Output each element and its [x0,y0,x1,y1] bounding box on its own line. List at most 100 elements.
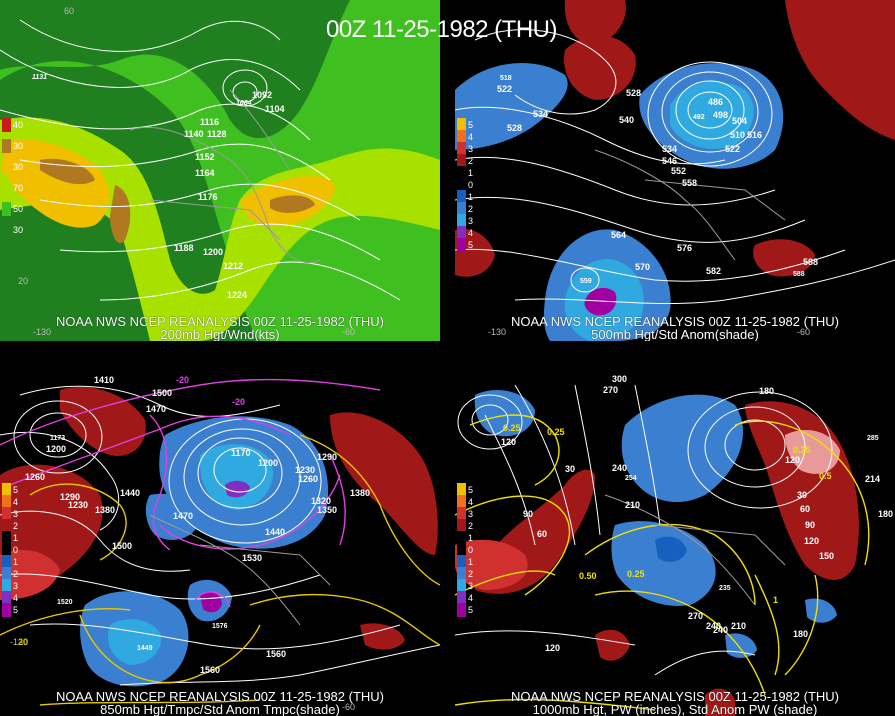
contour-label: 1176 [198,192,218,202]
contour-label: 582 [706,266,722,276]
contour-label: 504 [732,116,748,126]
axis-label: -130 [488,327,507,337]
contour-label: 60 [537,529,548,539]
contour-label: 1470 [146,404,167,414]
contour-label: -20 [176,375,190,385]
contour-label: 1320 [311,496,332,506]
contour-label: 1410 [94,375,115,385]
legend-swatch [457,495,466,509]
legend-label: 3 [13,509,19,519]
legend-label: 1 [468,168,474,178]
contour-label: 1084 [236,100,252,107]
legend-swatch [2,579,11,593]
legend-label: 40 [13,120,24,130]
contour-label: 1576 [212,623,228,630]
legend-label: 0 [468,180,474,190]
legend-label: 3 [468,509,474,519]
contour-label: 240 [713,625,729,635]
legend-label: 2 [468,156,474,166]
contour-label: 540 [619,115,635,125]
legend-swatch [2,181,11,195]
legend-label: 4 [13,593,19,603]
legend-label: 4 [13,497,19,507]
contour-label: 564 [611,230,627,240]
contour-label: 486 [708,97,724,107]
contour-label: 1164 [195,168,215,178]
contour-label: 120 [785,455,801,465]
contour-label: 1440 [120,488,141,498]
legend-label: 2 [468,204,474,214]
contour-label: 1116 [200,117,220,127]
legend-swatch [457,202,466,216]
contour-label: 528 [507,123,523,133]
map-500mb [455,0,895,341]
contour-label: 210 [755,375,770,377]
legend-label: 3 [468,216,474,226]
legend-label: 3 [13,581,19,591]
legend-label: 2 [13,569,19,579]
legend-swatch [2,495,11,509]
axis-label: -60 [342,702,356,712]
contour-label: 1200 [203,247,224,257]
panel-200mb: 40 30 30 70 50 30 1092 1104 1116 1128 11… [0,0,440,341]
legend-label: 3 [468,581,474,591]
contour-label: 1104 [265,104,285,114]
contour-label: 90 [805,520,816,530]
legend-label: 4 [468,497,474,507]
contour-label: 0.25 [627,569,645,579]
contour-label: 150 [819,551,835,561]
contour-label: 552 [671,166,687,176]
main-title: 00Z 11-25-1982 (THU) [326,16,557,43]
contour-label: 492 [693,114,705,121]
contour-label: 1560 [200,665,221,675]
map-200mb [0,0,440,341]
legend-swatch [457,507,466,521]
legend-swatch [457,567,466,581]
contour-label: 1131 [32,74,48,81]
legend-swatch [2,519,11,533]
panel-caption-line1: NOAA NWS NCEP REANALYSIS 00Z 11-25-1982 … [511,689,839,704]
legend-label: 3 [468,144,474,154]
legend-label: 1 [468,557,474,567]
legend-label: 70 [13,183,24,193]
contour-label: 1170 [231,448,251,458]
contour-label: 588 [793,271,805,278]
contour-label: 528 [626,88,642,98]
legend-swatch [2,202,11,216]
contour-label: 1092 [252,90,273,100]
contour-label: 1 [773,595,779,605]
contour-label: 559 [580,278,592,285]
contour-label: 1380 [95,505,116,515]
map-850mb [0,375,440,716]
legend-swatch [2,567,11,581]
legend-swatch [2,543,11,557]
contour-label: 270 [688,611,704,621]
panel-850mb: 5 4 3 2 1 0 1 2 3 4 5 1410 1470 1500 117… [0,375,440,716]
contour-label: 1290 [317,452,338,462]
legend-swatch [457,130,466,144]
legend-label: 5 [13,485,19,495]
contour-label: 240 [706,621,722,631]
contour-label: 1470 [173,511,194,521]
axis-label: -60 [342,327,356,337]
legend-swatch [2,483,11,497]
contour-label: 516 [747,130,763,140]
panel-1000mb: 5 4 3 2 1 0 1 2 3 4 5 300 270 210 150 18… [455,375,895,716]
legend-swatch [2,223,11,237]
legend-swatch [2,160,11,174]
contour-label: 1152 [195,152,215,162]
legend-label: 5 [468,240,474,250]
axis-label: -130 [33,327,52,337]
legend-swatch [457,166,466,180]
contour-label: 240 [612,463,628,473]
contour-label: 300 [612,375,628,384]
contour-label: 254 [625,475,637,482]
contour-label: 180 [878,509,894,519]
contour-label: 1200 [258,458,279,468]
panel-caption-line2: 200mb Hgt/Wnd(kts) [160,327,280,341]
panel-caption-line1: NOAA NWS NCEP REANALYSIS 00Z 11-25-1982 … [56,314,384,329]
contour-label: 1380 [350,488,371,498]
legend-swatch [457,603,466,617]
contour-label: 522 [725,144,741,154]
legend-swatch [457,178,466,192]
